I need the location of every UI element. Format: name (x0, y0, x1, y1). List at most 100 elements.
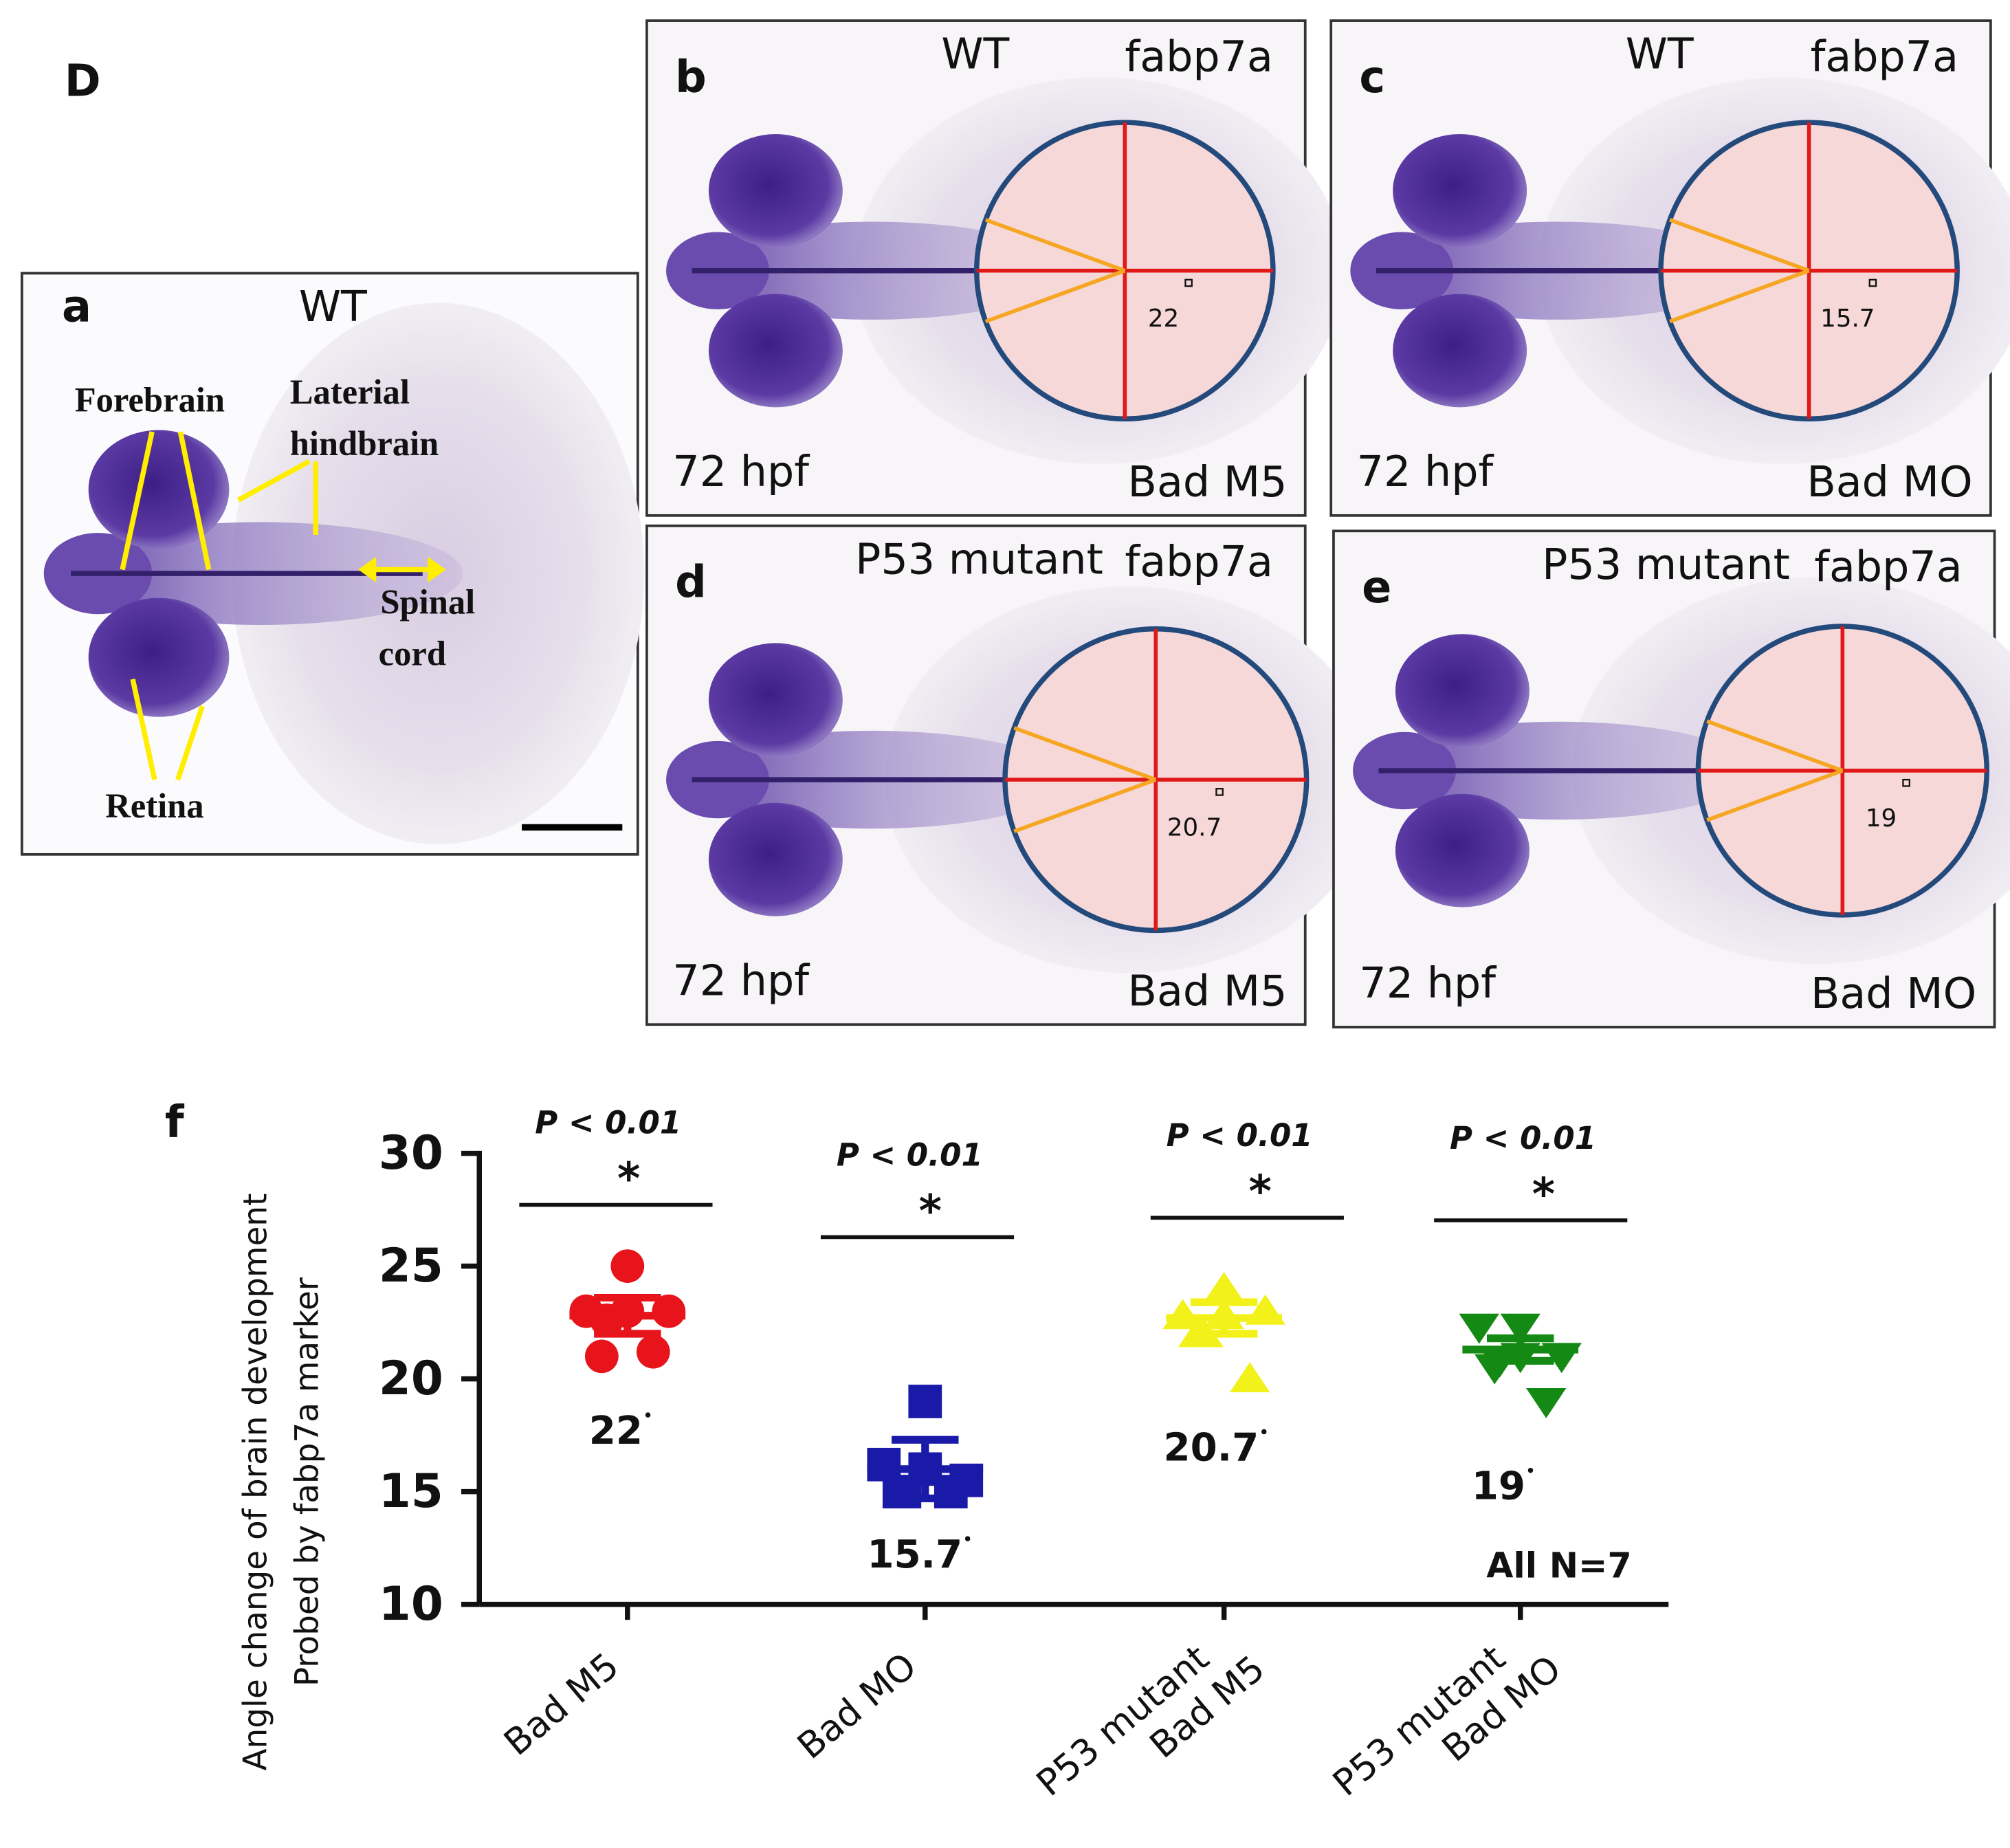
angle-line (1013, 726, 1157, 782)
lobe (88, 597, 230, 717)
panel-title: P53 mutant (855, 534, 1103, 584)
panel-title: P53 mutant (1542, 540, 1790, 589)
stage: 72 hpf (1359, 958, 1497, 1008)
panel-title: WT (299, 282, 367, 331)
angle-value: 15.7 (1820, 305, 1875, 333)
x-tick-label: P53 mutantBad M5 (1028, 1614, 1272, 1838)
data-point (908, 1385, 942, 1418)
lobe (708, 294, 843, 408)
marker-name: fabp7a (1811, 32, 1958, 81)
angle-value: 20.7 (1167, 813, 1222, 842)
p-value: P < 0.01 (837, 1136, 983, 1173)
group-label: 15.7 (867, 1532, 962, 1577)
degree (964, 1536, 971, 1541)
panel-letter: a (62, 282, 91, 333)
group-label: 22 (589, 1409, 643, 1453)
angle-line (984, 218, 1126, 273)
angle-line (1706, 769, 1844, 822)
lobe (708, 802, 843, 916)
treatment: Bad M5 (1128, 966, 1288, 1015)
angle-value: 22 (1148, 305, 1179, 333)
pointer (175, 705, 205, 781)
marker-name: fabp7a (1125, 32, 1272, 81)
angle-line (984, 269, 1126, 324)
anatomy-label: Spinal (380, 583, 475, 622)
marker-name: fabp7a (1814, 542, 1962, 592)
panel-title: WT (1626, 30, 1694, 79)
y-tick-label: 10 (379, 1576, 443, 1631)
group-label: 20.7 (1164, 1425, 1259, 1470)
degree (1527, 1467, 1534, 1473)
data-point (636, 1334, 670, 1369)
panel-letter: d (675, 558, 707, 608)
error-bar (1190, 1298, 1258, 1338)
p-value: P < 0.01 (1167, 1117, 1313, 1154)
degree (1184, 278, 1193, 287)
stage: 72 hpf (672, 447, 810, 496)
data-point (1525, 1387, 1567, 1418)
angle-value: 19 (1866, 804, 1897, 833)
data-point (1500, 1313, 1540, 1344)
asterisk: * (617, 1154, 640, 1204)
degree (1868, 278, 1877, 287)
angle-line (1669, 269, 1810, 324)
degree (1261, 1429, 1267, 1435)
treatment: Bad M5 (1128, 457, 1288, 507)
pointer (120, 431, 155, 571)
data-point (610, 1249, 645, 1284)
lobe (1393, 294, 1527, 408)
stage: 72 hpf (672, 956, 810, 1005)
data-point (882, 1475, 916, 1509)
error-bar (892, 1436, 959, 1503)
x-tick-label: Bad M5 (496, 1644, 627, 1763)
asterisk: * (919, 1186, 942, 1237)
error-bar (1487, 1334, 1554, 1365)
data-point (1459, 1313, 1500, 1344)
p-value: P < 0.01 (1450, 1120, 1596, 1156)
y-axis-label: Angle change of brain development (237, 1194, 274, 1771)
panel-letter: f (165, 1097, 185, 1148)
pointer (236, 459, 311, 503)
y-axis-label: Probed by fabp7a marker (289, 1277, 326, 1686)
panel-title: WT (941, 30, 1009, 79)
pointer (130, 679, 157, 780)
p-value: P < 0.01 (535, 1104, 681, 1141)
pointer (177, 431, 212, 571)
degree (1902, 778, 1910, 787)
panel-letter: e (1362, 562, 1391, 613)
anatomy-label: Forebrain (75, 380, 225, 419)
panel-letter: b (675, 52, 707, 103)
anatomy-label: hindbrain (290, 424, 439, 463)
group-label: 19 (1472, 1464, 1525, 1509)
degree (645, 1412, 651, 1418)
x-tick-label: P53 mutantBad MO (1325, 1614, 1569, 1838)
y-tick-label: 20 (379, 1351, 443, 1405)
anatomy-label: Retina (105, 786, 203, 825)
treatment: Bad MO (1811, 969, 1976, 1018)
arrow (358, 556, 446, 583)
angle-line (1013, 778, 1157, 833)
anatomy-label: cord (379, 635, 446, 673)
figure-label: D (65, 56, 101, 107)
note: All N=7 (1486, 1546, 1631, 1586)
data-point (1229, 1362, 1270, 1393)
anatomy-label: Laterial (290, 373, 410, 411)
x-tick-label: Bad MO (790, 1644, 925, 1767)
stage: 72 hpf (1357, 447, 1494, 496)
lobe (708, 643, 843, 757)
data-point (934, 1475, 968, 1509)
lobe (1395, 634, 1529, 748)
angle-line (1669, 218, 1810, 273)
angle-line (1706, 719, 1844, 773)
degree (1215, 788, 1224, 796)
error-bar (594, 1293, 661, 1338)
lobe (1393, 134, 1527, 248)
marker-name: fabp7a (1125, 537, 1272, 586)
asterisk: * (1248, 1167, 1271, 1218)
lobe (708, 134, 843, 248)
lobe (1395, 793, 1529, 908)
y-tick-label: 25 (379, 1238, 443, 1292)
treatment: Bad MO (1807, 457, 1972, 507)
y-tick-label: 15 (379, 1464, 443, 1518)
